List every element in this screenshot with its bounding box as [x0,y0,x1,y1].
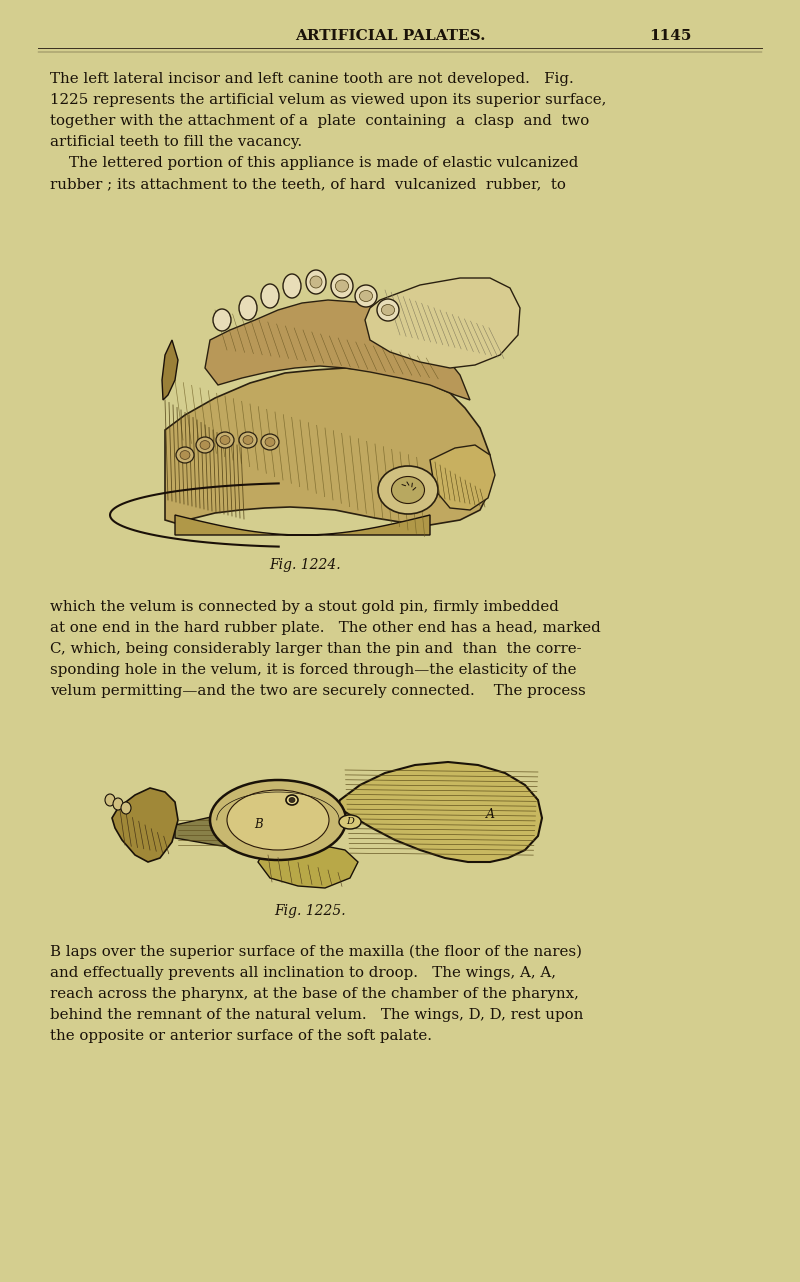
Text: D: D [346,818,354,827]
Text: 1145: 1145 [649,29,691,44]
Text: the opposite or anterior surface of the soft palate.: the opposite or anterior surface of the … [50,1029,432,1044]
Text: rubber ; its attachment to the teeth, of hard  vulcanized  rubber,  to: rubber ; its attachment to the teeth, of… [50,177,566,191]
Text: The left lateral incisor and left canine tooth are not developed.   Fig.: The left lateral incisor and left canine… [50,72,574,86]
Text: ARTIFICIAL PALATES.: ARTIFICIAL PALATES. [294,29,486,44]
Polygon shape [175,815,280,850]
Ellipse shape [265,437,275,446]
Ellipse shape [216,432,234,447]
Text: Fig. 1225.: Fig. 1225. [274,904,346,918]
Text: Fig. 1224.: Fig. 1224. [269,558,341,572]
Ellipse shape [210,779,346,860]
Polygon shape [175,515,430,535]
Ellipse shape [196,437,214,453]
Ellipse shape [261,285,279,308]
Polygon shape [365,278,520,368]
Ellipse shape [220,436,230,445]
Ellipse shape [176,447,194,463]
Text: velum permitting—and the two are securely connected.    The process: velum permitting—and the two are securel… [50,685,586,697]
Ellipse shape [105,794,115,806]
Ellipse shape [382,305,394,315]
Ellipse shape [200,441,210,450]
Text: 1225 represents the artificial velum as viewed upon its superior surface,: 1225 represents the artificial velum as … [50,94,606,106]
Ellipse shape [180,450,190,459]
Ellipse shape [391,477,425,504]
Text: A: A [486,809,494,822]
Ellipse shape [289,797,295,803]
Ellipse shape [310,276,322,288]
Ellipse shape [239,432,257,447]
Ellipse shape [283,274,301,297]
Text: C, which, being considerably larger than the pin and  than  the corre-: C, which, being considerably larger than… [50,642,582,656]
Ellipse shape [286,795,298,805]
Text: and effectually prevents all inclination to droop.   The wings, A, A,: and effectually prevents all inclination… [50,967,556,979]
Text: B: B [254,818,262,832]
Text: reach across the pharynx, at the base of the chamber of the pharynx,: reach across the pharynx, at the base of… [50,987,579,1001]
Polygon shape [258,845,358,888]
Text: artificial teeth to fill the vacancy.: artificial teeth to fill the vacancy. [50,135,302,149]
Text: behind the remnant of the natural velum.   The wings, D, D, rest upon: behind the remnant of the natural velum.… [50,1008,583,1022]
Polygon shape [165,368,490,526]
Ellipse shape [339,815,361,829]
Ellipse shape [227,790,329,850]
Ellipse shape [239,296,257,320]
Polygon shape [338,762,542,862]
Text: which the velum is connected by a stout gold pin, firmly imbedded: which the velum is connected by a stout … [50,600,559,614]
Ellipse shape [359,291,373,301]
Ellipse shape [306,271,326,294]
Text: sponding hole in the velum, it is forced through—the elasticity of the: sponding hole in the velum, it is forced… [50,663,577,677]
Text: at one end in the hard rubber plate.   The other end has a head, marked: at one end in the hard rubber plate. The… [50,620,601,635]
Ellipse shape [377,299,399,320]
Ellipse shape [378,465,438,514]
Polygon shape [112,788,178,862]
Text: together with the attachment of a  plate  containing  a  clasp  and  two: together with the attachment of a plate … [50,114,590,128]
Ellipse shape [121,803,131,814]
Polygon shape [430,445,495,510]
Ellipse shape [355,285,377,306]
Ellipse shape [331,274,353,297]
Ellipse shape [213,309,231,331]
Ellipse shape [243,436,253,445]
Ellipse shape [335,279,349,292]
Polygon shape [162,340,178,400]
Ellipse shape [261,435,279,450]
Text: B laps over the superior surface of the maxilla (the floor of the nares): B laps over the superior surface of the … [50,945,582,959]
Ellipse shape [113,797,123,810]
Text: The lettered portion of this appliance is made of elastic vulcanized: The lettered portion of this appliance i… [50,156,578,171]
Polygon shape [205,300,470,400]
